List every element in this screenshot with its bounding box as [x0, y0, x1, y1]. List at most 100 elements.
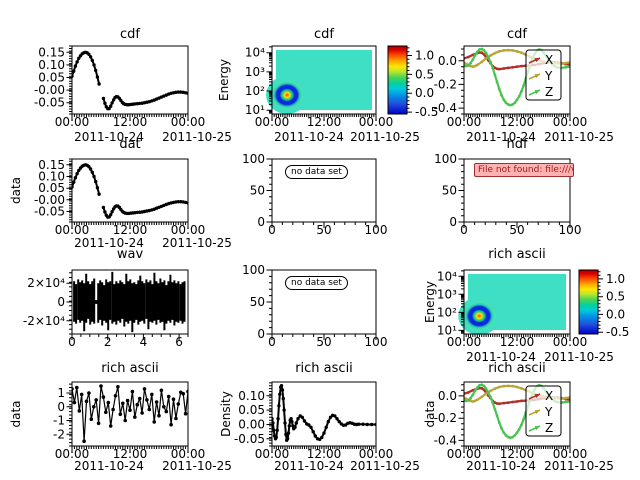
- series-marker: [471, 393, 475, 397]
- series-marker: [464, 399, 468, 403]
- legend-arrow-head: [534, 90, 540, 95]
- y-tick-label: 0: [57, 295, 65, 309]
- series-marker: [473, 389, 477, 393]
- series-marker: [500, 93, 503, 97]
- x-axis-date-right: 2011-10-25: [162, 236, 232, 250]
- series-marker: [475, 63, 479, 67]
- y-tick-label: -0.05: [234, 432, 265, 446]
- x-axis-date-left: 2011-10-24: [466, 459, 536, 473]
- x-tick-label: 00:00: [553, 115, 588, 129]
- series-marker: [502, 49, 506, 52]
- series-marker: [275, 428, 279, 432]
- x-tick-label: 50: [316, 335, 331, 349]
- axis-ticks: [266, 382, 377, 452]
- no-data-message: no data set: [285, 165, 348, 179]
- series-marker: [92, 63, 96, 67]
- series-marker: [515, 98, 519, 102]
- series-marker: [77, 56, 81, 60]
- y-tick-label: -0.2: [434, 77, 457, 91]
- y-tick-label: 0.0: [438, 389, 457, 403]
- series-marker: [147, 407, 152, 412]
- legend-box: [525, 49, 562, 101]
- series-marker: [335, 417, 339, 421]
- series-marker: [489, 60, 492, 64]
- series-marker: [272, 428, 276, 432]
- series-marker: [511, 435, 514, 439]
- y-tick-label: 0.05: [238, 403, 265, 417]
- series-marker: [159, 388, 164, 393]
- series-marker: [307, 423, 311, 427]
- y-tick-label: 10⁴: [245, 46, 265, 60]
- series-marker: [564, 61, 567, 65]
- y-tick-label: 0.05: [38, 181, 65, 195]
- y-tick-label: 0.05: [38, 70, 65, 84]
- axis-ticks: [66, 45, 189, 120]
- series-marker: [309, 425, 313, 429]
- axis-ticks: [266, 158, 377, 228]
- y-tick-label: 0.10: [38, 58, 65, 72]
- series-marker: [506, 66, 510, 70]
- legend-label-Z: Z: [545, 85, 553, 99]
- plot-title: cdf: [314, 27, 334, 42]
- series-marker: [326, 419, 330, 424]
- series-marker: [493, 401, 497, 404]
- series-marker: [72, 180, 76, 184]
- x-tick-label: 12:00: [113, 223, 148, 237]
- series-marker: [82, 439, 86, 444]
- series-marker: [99, 384, 103, 388]
- x-tick-label: 00:00: [553, 447, 588, 461]
- y-tick-label: 0: [257, 327, 265, 341]
- noise-group: [73, 271, 186, 333]
- series-marker: [145, 398, 149, 402]
- series-marker: [493, 407, 497, 411]
- series-marker: [486, 55, 490, 59]
- series-marker: [87, 391, 91, 395]
- y-tick-label: -0.2: [434, 411, 457, 425]
- series-marker: [109, 104, 113, 108]
- x-axis-date-right: 2011-10-25: [544, 350, 614, 364]
- series-marker: [176, 200, 180, 204]
- plot-title: rich ascii: [488, 361, 546, 376]
- series-marker: [493, 73, 497, 77]
- x-tick-label: 00:00: [447, 335, 482, 349]
- series-marker: [302, 419, 307, 423]
- series-marker: [511, 65, 514, 69]
- series-marker: [517, 427, 521, 431]
- series-marker: [110, 210, 114, 214]
- series-marker: [101, 205, 106, 210]
- x-tick-label: 100: [365, 335, 388, 349]
- series-marker: [300, 415, 304, 419]
- series-marker: [502, 98, 506, 102]
- x-tick-label: 50: [316, 223, 331, 237]
- series-marker: [497, 421, 501, 424]
- axis-ticks: [458, 48, 571, 120]
- series-marker: [169, 422, 173, 427]
- y-tick-label: 10²: [437, 305, 457, 319]
- series-marker: [471, 400, 475, 403]
- x-tick-label: 00:00: [55, 115, 90, 129]
- series-marker: [272, 421, 275, 425]
- panel-r4c1: 00:00 12:00 00:00 10-1-2 2011-10-24 2011-10-2…: [9, 361, 232, 473]
- y-tick-label: 0.15: [38, 45, 65, 59]
- series-marker: [471, 53, 475, 57]
- series-marker: [296, 417, 300, 421]
- panel-r1c2: 00:00 12:00 00:00 10⁴ 10³ 10² 10¹ 2011-10-24 201…: [217, 27, 438, 144]
- axis-ticks: [458, 384, 571, 452]
- y-tick-label: 100: [434, 152, 457, 166]
- series-marker: [511, 384, 514, 388]
- series-marker: [73, 64, 78, 68]
- series-marker: [96, 421, 101, 426]
- series-marker: [497, 385, 501, 389]
- series-marker: [482, 384, 486, 388]
- x-tick-label: 100: [365, 223, 388, 237]
- series-marker: [502, 401, 506, 405]
- series-group: [72, 384, 188, 444]
- series-marker: [284, 432, 288, 437]
- legend-arrow-head: [534, 58, 540, 63]
- colorbar: [387, 45, 408, 115]
- x-axis-date-left: 2011-10-24: [274, 459, 344, 473]
- legend-arrow-head: [534, 426, 540, 431]
- series-marker: [497, 87, 501, 91]
- y-tick-label: -0.05: [34, 96, 65, 110]
- legend-box: [525, 385, 562, 437]
